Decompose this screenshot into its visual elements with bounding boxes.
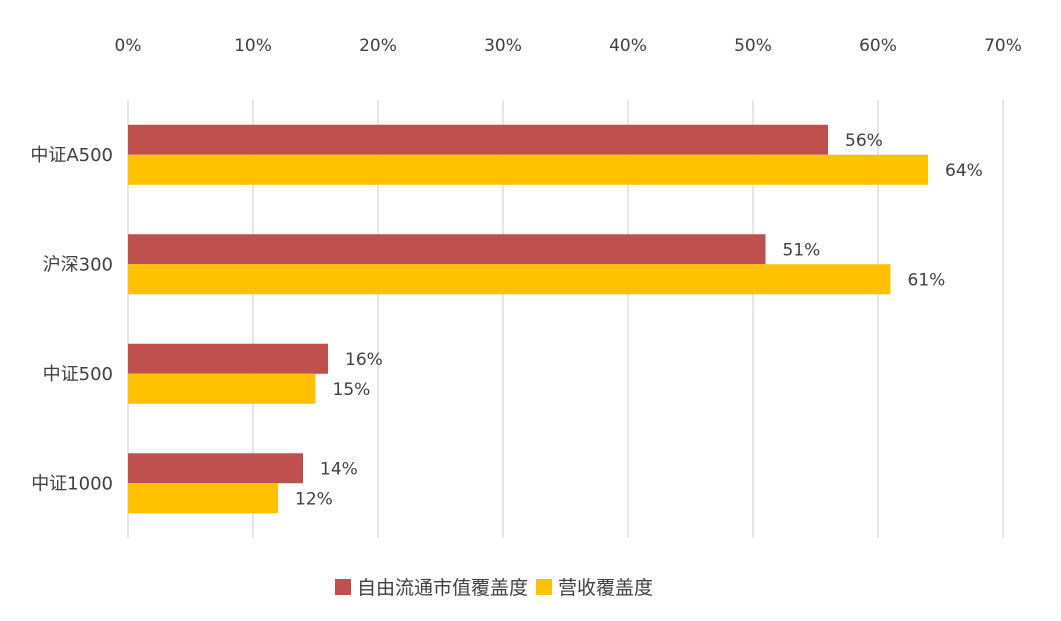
legend: 自由流通市值覆盖度 营收覆盖度 xyxy=(335,577,653,599)
data-label: 51% xyxy=(783,240,821,260)
y-tick-label: 中证A500 xyxy=(30,145,113,166)
bar xyxy=(128,453,303,484)
bar xyxy=(128,343,328,374)
data-labels: 56% 64% 51% 61% 16% 15% 14% 12% xyxy=(295,131,983,510)
data-label: 61% xyxy=(908,270,946,290)
y-tick-label: 中证500 xyxy=(43,364,113,385)
legend-swatch xyxy=(536,579,553,595)
x-tick-label: 20% xyxy=(359,36,397,56)
x-tick-label: 40% xyxy=(609,36,647,56)
data-label: 56% xyxy=(845,131,883,151)
x-tick-label: 0% xyxy=(115,36,142,56)
bar xyxy=(128,373,316,404)
x-tick-label: 10% xyxy=(234,36,272,56)
legend-label: 营收覆盖度 xyxy=(558,577,653,599)
x-tick-label: 50% xyxy=(734,36,772,56)
data-label: 16% xyxy=(345,350,383,370)
bars xyxy=(128,124,928,514)
y-tick-label: 中证1000 xyxy=(31,473,113,494)
data-label: 15% xyxy=(333,380,371,400)
x-tick-label: 30% xyxy=(484,36,522,56)
bar xyxy=(128,483,278,514)
data-label: 12% xyxy=(295,489,333,509)
y-axis-ticks: 中证A500 沪深300 中证500 中证1000 xyxy=(30,145,113,495)
data-label: 64% xyxy=(945,161,983,181)
legend-swatch xyxy=(335,579,351,595)
y-tick-label: 沪深300 xyxy=(43,254,113,275)
data-label: 14% xyxy=(320,459,358,479)
bar xyxy=(128,124,828,155)
x-tick-label: 70% xyxy=(984,36,1022,56)
x-tick-label: 60% xyxy=(859,36,897,56)
bar xyxy=(128,264,891,295)
x-axis-ticks: 0% 10% 20% 30% 40% 50% 60% 70% xyxy=(115,36,1022,56)
legend-label: 自由流通市值覆盖度 xyxy=(357,577,528,599)
bar xyxy=(128,154,928,185)
bar xyxy=(128,234,766,265)
